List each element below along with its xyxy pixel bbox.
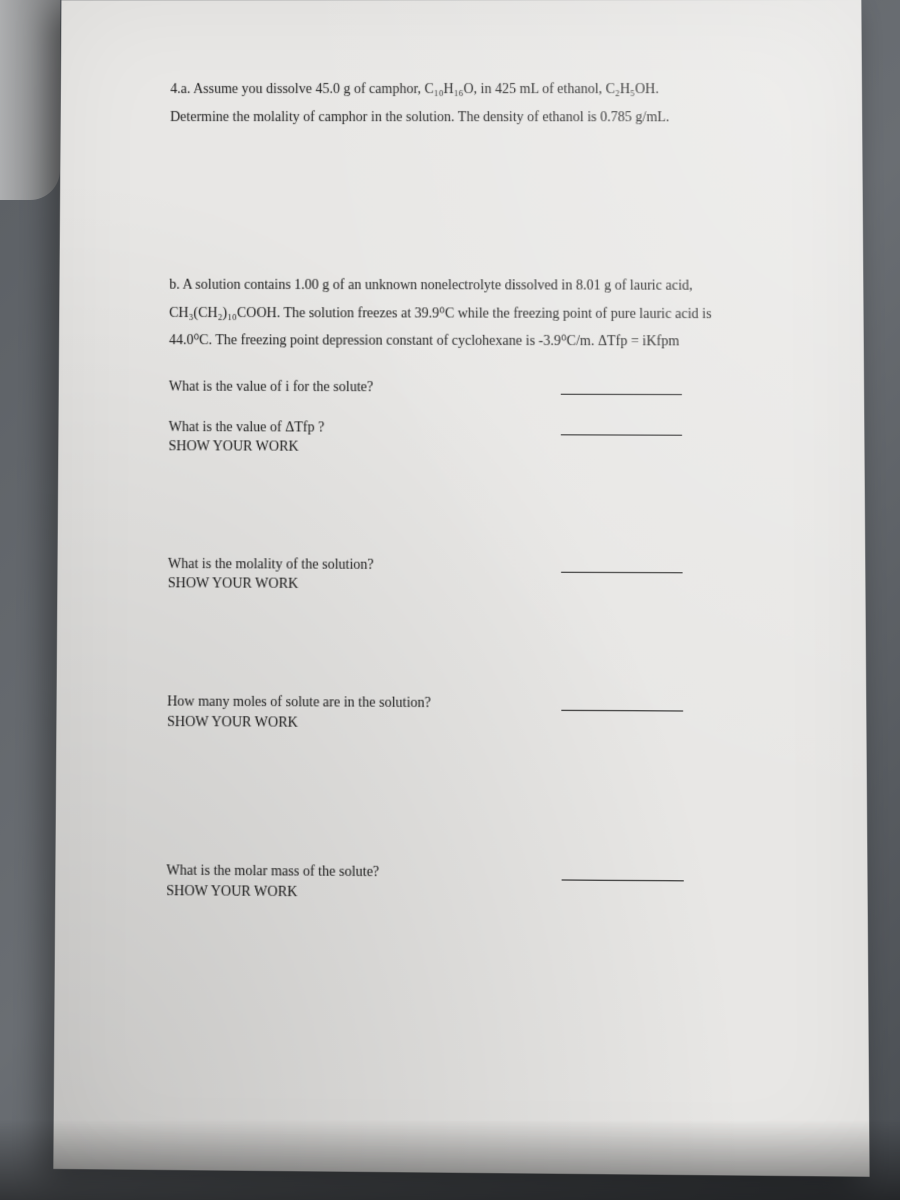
answer-blank-molar-mass [562, 864, 684, 881]
bottom-shadow [0, 1120, 900, 1200]
answer-blank-molality [561, 556, 683, 573]
desk-edge [0, 0, 60, 200]
question-molality-text: What is the molality of the solution? [168, 557, 374, 573]
question-molar-mass-text: What is the molar mass of the solute? [166, 863, 379, 880]
question-deltaT-label: What is the value of ΔTfp ? SHOW YOUR WO… [168, 417, 550, 458]
question-molality: What is the molality of the solution? SH… [168, 555, 795, 598]
problem-4b-line3: 44.0⁰C. The freezing point depression co… [169, 331, 793, 352]
show-work-3: SHOW YOUR WORK [167, 714, 298, 730]
workspace-4a [169, 135, 792, 277]
question-molality-label: What is the molality of the solution? SH… [168, 555, 551, 597]
answer-blank-i [561, 378, 682, 395]
problem-4a-line2: Determine the molality of camphor in the… [170, 108, 792, 128]
problem-4b-line1: b. A solution contains 1.00 g of an unkn… [169, 276, 792, 297]
workspace-moles [167, 738, 796, 834]
question-molar-mass-label: What is the molar mass of the solute? SH… [166, 861, 551, 904]
answer-blank-moles [561, 694, 683, 711]
question-deltaT-text: What is the value of ΔTfp ? [169, 419, 325, 435]
answer-blank-deltaT [561, 419, 682, 436]
workspace-molality [167, 600, 795, 695]
question-moles-label: How many moles of solute are in the solu… [167, 692, 551, 734]
show-work-2: SHOW YOUR WORK [168, 576, 298, 592]
workspace-deltaT [168, 463, 794, 557]
question-molar-mass: What is the molar mass of the solute? SH… [166, 861, 796, 906]
problem-4a-line1: 4.a. Assume you dissolve 45.0 g of camph… [170, 80, 791, 100]
question-i-label: What is the value of i for the solute? [169, 377, 551, 398]
problem-4b-line2: CH₃(CH₂)₁₀COOH. The solution freezes at … [169, 304, 793, 325]
question-moles-text: How many moles of solute are in the solu… [167, 694, 431, 711]
question-deltaT: What is the value of ΔTfp ? SHOW YOUR WO… [168, 417, 793, 459]
question-i-value: What is the value of i for the solute? [169, 377, 793, 399]
worksheet-paper: 4.a. Assume you dissolve 45.0 g of camph… [53, 0, 869, 1177]
question-moles: How many moles of solute are in the solu… [167, 692, 795, 736]
show-work-1: SHOW YOUR WORK [168, 439, 298, 455]
show-work-4: SHOW YOUR WORK [166, 884, 297, 900]
